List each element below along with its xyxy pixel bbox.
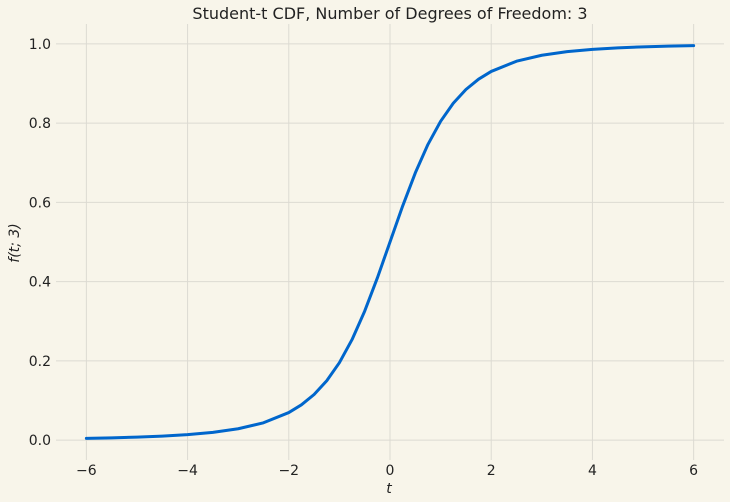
x-tick-label: 4 xyxy=(588,463,597,479)
y-axis-label: f(t; 3) xyxy=(7,223,23,262)
chart-title: Student-t CDF, Number of Degrees of Free… xyxy=(192,4,587,23)
x-tick-label: 6 xyxy=(689,463,698,479)
y-tick-label: 0.2 xyxy=(29,354,51,370)
grid xyxy=(56,24,724,460)
series-layer xyxy=(84,44,696,440)
x-tick-label: −6 xyxy=(76,463,97,479)
y-tick-label: 0.0 xyxy=(29,433,51,449)
y-tick-label: 1.0 xyxy=(29,37,51,53)
cdf-series-line xyxy=(84,44,696,440)
x-tick-labels: −6 −4 −2 0 2 4 6 xyxy=(76,463,698,479)
y-tick-label: 0.4 xyxy=(29,275,51,291)
y-tick-label: 0.8 xyxy=(29,116,51,132)
y-tick-label: 0.6 xyxy=(29,195,51,211)
x-tick-label: 0 xyxy=(386,463,395,479)
y-tick-labels: 0.0 0.2 0.4 0.6 0.8 1.0 xyxy=(29,37,51,449)
x-tick-label: 2 xyxy=(487,463,496,479)
x-tick-label: −4 xyxy=(177,463,198,479)
x-axis-label: t xyxy=(386,481,392,497)
x-tick-label: −2 xyxy=(278,463,299,479)
